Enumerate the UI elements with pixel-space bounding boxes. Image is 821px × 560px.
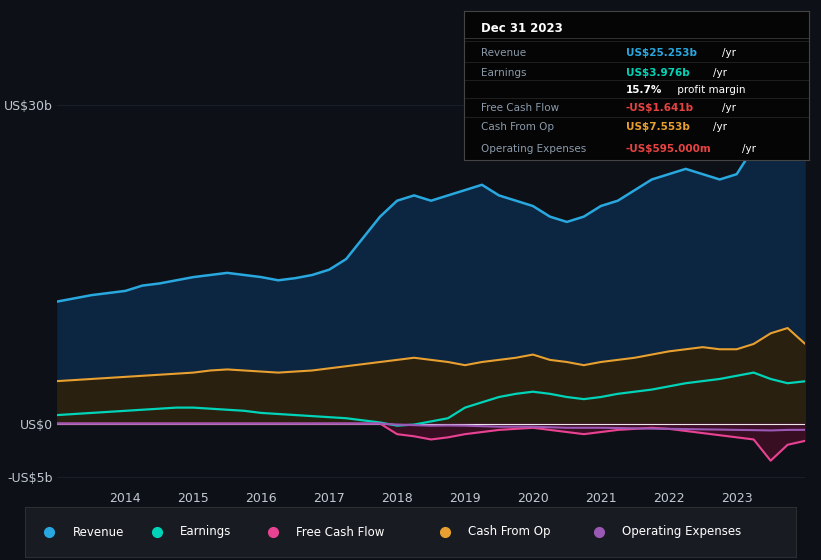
Text: Revenue: Revenue: [481, 48, 526, 58]
Text: Revenue: Revenue: [72, 525, 124, 539]
Text: Earnings: Earnings: [481, 68, 526, 78]
Text: Earnings: Earnings: [180, 525, 232, 539]
Text: /yr: /yr: [713, 122, 727, 132]
Text: -US$1.641b: -US$1.641b: [626, 102, 694, 113]
Text: Operating Expenses: Operating Expenses: [622, 525, 741, 539]
Text: -US$595.000m: -US$595.000m: [626, 144, 712, 154]
Text: 15.7%: 15.7%: [626, 85, 663, 95]
Text: /yr: /yr: [713, 68, 727, 78]
Text: US$25.253b: US$25.253b: [626, 48, 697, 58]
Text: Dec 31 2023: Dec 31 2023: [481, 22, 563, 35]
Text: /yr: /yr: [722, 48, 736, 58]
Text: /yr: /yr: [722, 102, 736, 113]
Text: Operating Expenses: Operating Expenses: [481, 144, 586, 154]
Text: profit margin: profit margin: [674, 85, 745, 95]
Text: Cash From Op: Cash From Op: [481, 122, 554, 132]
Text: US$3.976b: US$3.976b: [626, 68, 690, 78]
Text: Free Cash Flow: Free Cash Flow: [296, 525, 385, 539]
Text: Free Cash Flow: Free Cash Flow: [481, 102, 559, 113]
Text: /yr: /yr: [742, 144, 756, 154]
Text: US$7.553b: US$7.553b: [626, 122, 690, 132]
Text: Cash From Op: Cash From Op: [469, 525, 551, 539]
